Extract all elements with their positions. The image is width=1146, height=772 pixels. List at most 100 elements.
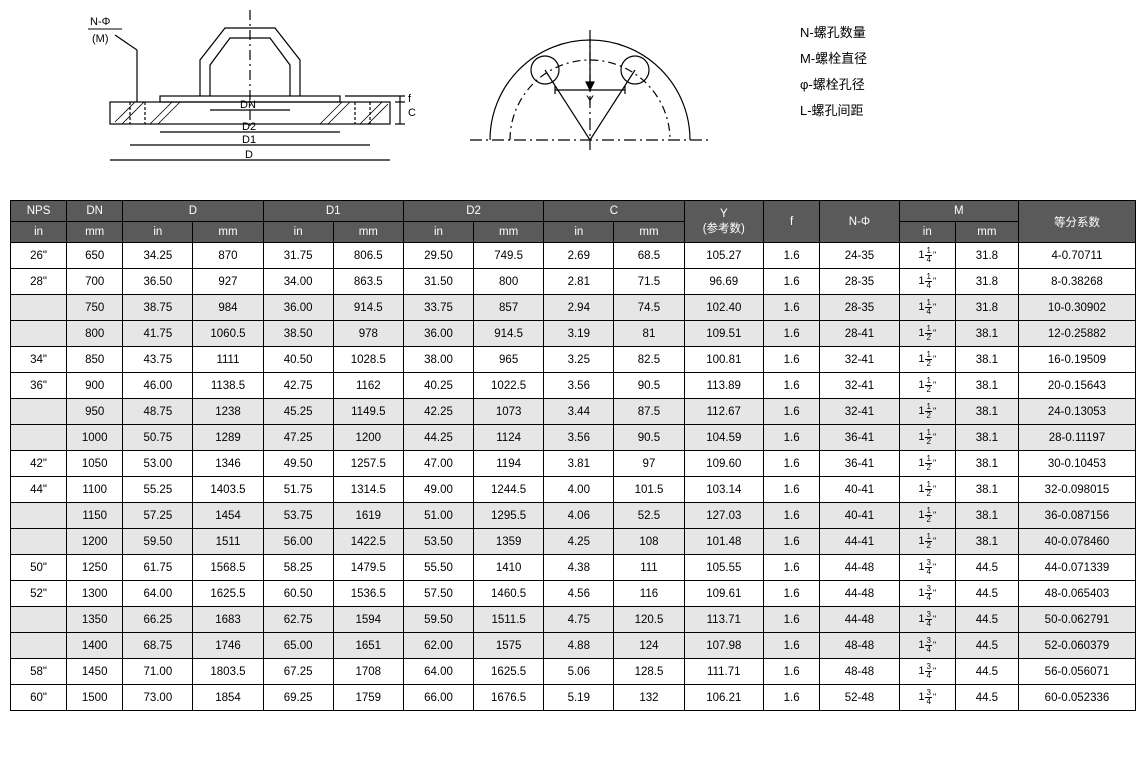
cell-d2-in: 55.50 xyxy=(403,555,473,581)
flange-cross-section-diagram: N-Φ (M) DN D2 D1 D C f xyxy=(60,10,420,180)
cell-m-mm: 44.5 xyxy=(955,685,1018,711)
cell-d1-in: 69.25 xyxy=(263,685,333,711)
cell-y: 105.27 xyxy=(684,243,764,269)
cell-d2-mm: 857 xyxy=(474,295,544,321)
cell-m-mm: 38.1 xyxy=(955,321,1018,347)
cell-c-mm: 116 xyxy=(614,581,684,607)
table-row: 58" 1450 71.00 1803.5 67.25 1708 64.00 1… xyxy=(11,659,1136,685)
th-y: Y (参考数) xyxy=(684,201,764,243)
cell-d1-in: 38.50 xyxy=(263,321,333,347)
cell-d-in: 43.75 xyxy=(123,347,193,373)
cell-d2-mm: 1194 xyxy=(474,451,544,477)
cell-d1-mm: 1619 xyxy=(333,503,403,529)
cell-d-mm: 1403.5 xyxy=(193,477,263,503)
cell-eq: 60-0.052336 xyxy=(1018,685,1135,711)
cell-d-mm: 1854 xyxy=(193,685,263,711)
cell-m-in: 134" xyxy=(899,659,955,685)
cell-c-in: 4.75 xyxy=(544,607,614,633)
cell-c-in: 5.19 xyxy=(544,685,614,711)
cell-y: 102.40 xyxy=(684,295,764,321)
cell-d-mm: 984 xyxy=(193,295,263,321)
cell-c-in: 2.81 xyxy=(544,269,614,295)
th-m: M xyxy=(899,201,1018,222)
cell-d-in: 73.00 xyxy=(123,685,193,711)
cell-d1-mm: 1536.5 xyxy=(333,581,403,607)
cell-nps xyxy=(11,425,67,451)
th-c: C xyxy=(544,201,684,222)
cell-nps: 50" xyxy=(11,555,67,581)
th-unit-in: in xyxy=(403,222,473,243)
cell-d1-in: 58.25 xyxy=(263,555,333,581)
cell-d1-mm: 1759 xyxy=(333,685,403,711)
th-f: f xyxy=(764,201,820,243)
cell-f: 1.6 xyxy=(764,503,820,529)
cell-nphi: 28-35 xyxy=(820,269,900,295)
cell-d-mm: 1060.5 xyxy=(193,321,263,347)
cell-m-in: 134" xyxy=(899,633,955,659)
cell-nps: 44" xyxy=(11,477,67,503)
cell-d-mm: 1238 xyxy=(193,399,263,425)
label-d: D xyxy=(245,149,253,161)
cell-eq: 36-0.087156 xyxy=(1018,503,1135,529)
th-unit-in: in xyxy=(123,222,193,243)
cell-d2-in: 66.00 xyxy=(403,685,473,711)
cell-nphi: 40-41 xyxy=(820,477,900,503)
cell-dn: 900 xyxy=(67,373,123,399)
cell-nphi: 52-48 xyxy=(820,685,900,711)
cell-d2-in: 51.00 xyxy=(403,503,473,529)
cell-eq: 16-0.19509 xyxy=(1018,347,1135,373)
cell-nphi: 28-41 xyxy=(820,321,900,347)
cell-dn: 1100 xyxy=(67,477,123,503)
cell-d1-mm: 863.5 xyxy=(333,269,403,295)
cell-d1-mm: 1594 xyxy=(333,607,403,633)
cell-d1-mm: 1257.5 xyxy=(333,451,403,477)
cell-d-in: 34.25 xyxy=(123,243,193,269)
cell-nps xyxy=(11,633,67,659)
cell-f: 1.6 xyxy=(764,581,820,607)
cell-d-mm: 1454 xyxy=(193,503,263,529)
cell-f: 1.6 xyxy=(764,451,820,477)
cell-y: 111.71 xyxy=(684,659,764,685)
cell-c-mm: 97 xyxy=(614,451,684,477)
cell-m-mm: 31.8 xyxy=(955,243,1018,269)
th-d: D xyxy=(123,201,263,222)
cell-dn: 1350 xyxy=(67,607,123,633)
cell-dn: 1250 xyxy=(67,555,123,581)
cell-dn: 1300 xyxy=(67,581,123,607)
cell-eq: 10-0.30902 xyxy=(1018,295,1135,321)
cell-m-in: 134" xyxy=(899,607,955,633)
th-unit-mm: mm xyxy=(474,222,544,243)
cell-nps: 42" xyxy=(11,451,67,477)
cell-d2-mm: 965 xyxy=(474,347,544,373)
cell-eq: 20-0.15643 xyxy=(1018,373,1135,399)
cell-m-mm: 38.1 xyxy=(955,451,1018,477)
cell-f: 1.6 xyxy=(764,529,820,555)
cell-y: 109.51 xyxy=(684,321,764,347)
table-row: 34" 850 43.75 1111 40.50 1028.5 38.00 96… xyxy=(11,347,1136,373)
cell-dn: 1500 xyxy=(67,685,123,711)
legend-item: φ-螺栓孔径 xyxy=(800,72,867,98)
cell-d-in: 50.75 xyxy=(123,425,193,451)
cell-d-in: 59.50 xyxy=(123,529,193,555)
cell-m-in: 112" xyxy=(899,425,955,451)
cell-nphi: 32-41 xyxy=(820,399,900,425)
cell-m-mm: 44.5 xyxy=(955,581,1018,607)
cell-m-mm: 38.1 xyxy=(955,477,1018,503)
cell-m-mm: 38.1 xyxy=(955,399,1018,425)
cell-d1-mm: 1200 xyxy=(333,425,403,451)
cell-dn: 1150 xyxy=(67,503,123,529)
cell-eq: 44-0.071339 xyxy=(1018,555,1135,581)
cell-d1-in: 53.75 xyxy=(263,503,333,529)
cell-d1-mm: 1162 xyxy=(333,373,403,399)
cell-nphi: 44-41 xyxy=(820,529,900,555)
cell-d-mm: 1511 xyxy=(193,529,263,555)
cell-dn: 700 xyxy=(67,269,123,295)
cell-f: 1.6 xyxy=(764,477,820,503)
cell-nps: 28" xyxy=(11,269,67,295)
cell-d-in: 46.00 xyxy=(123,373,193,399)
cell-eq: 4-0.70711 xyxy=(1018,243,1135,269)
cell-c-in: 3.19 xyxy=(544,321,614,347)
cell-d-mm: 1289 xyxy=(193,425,263,451)
cell-d-mm: 1683 xyxy=(193,607,263,633)
table-row: 1150 57.25 1454 53.75 1619 51.00 1295.5 … xyxy=(11,503,1136,529)
